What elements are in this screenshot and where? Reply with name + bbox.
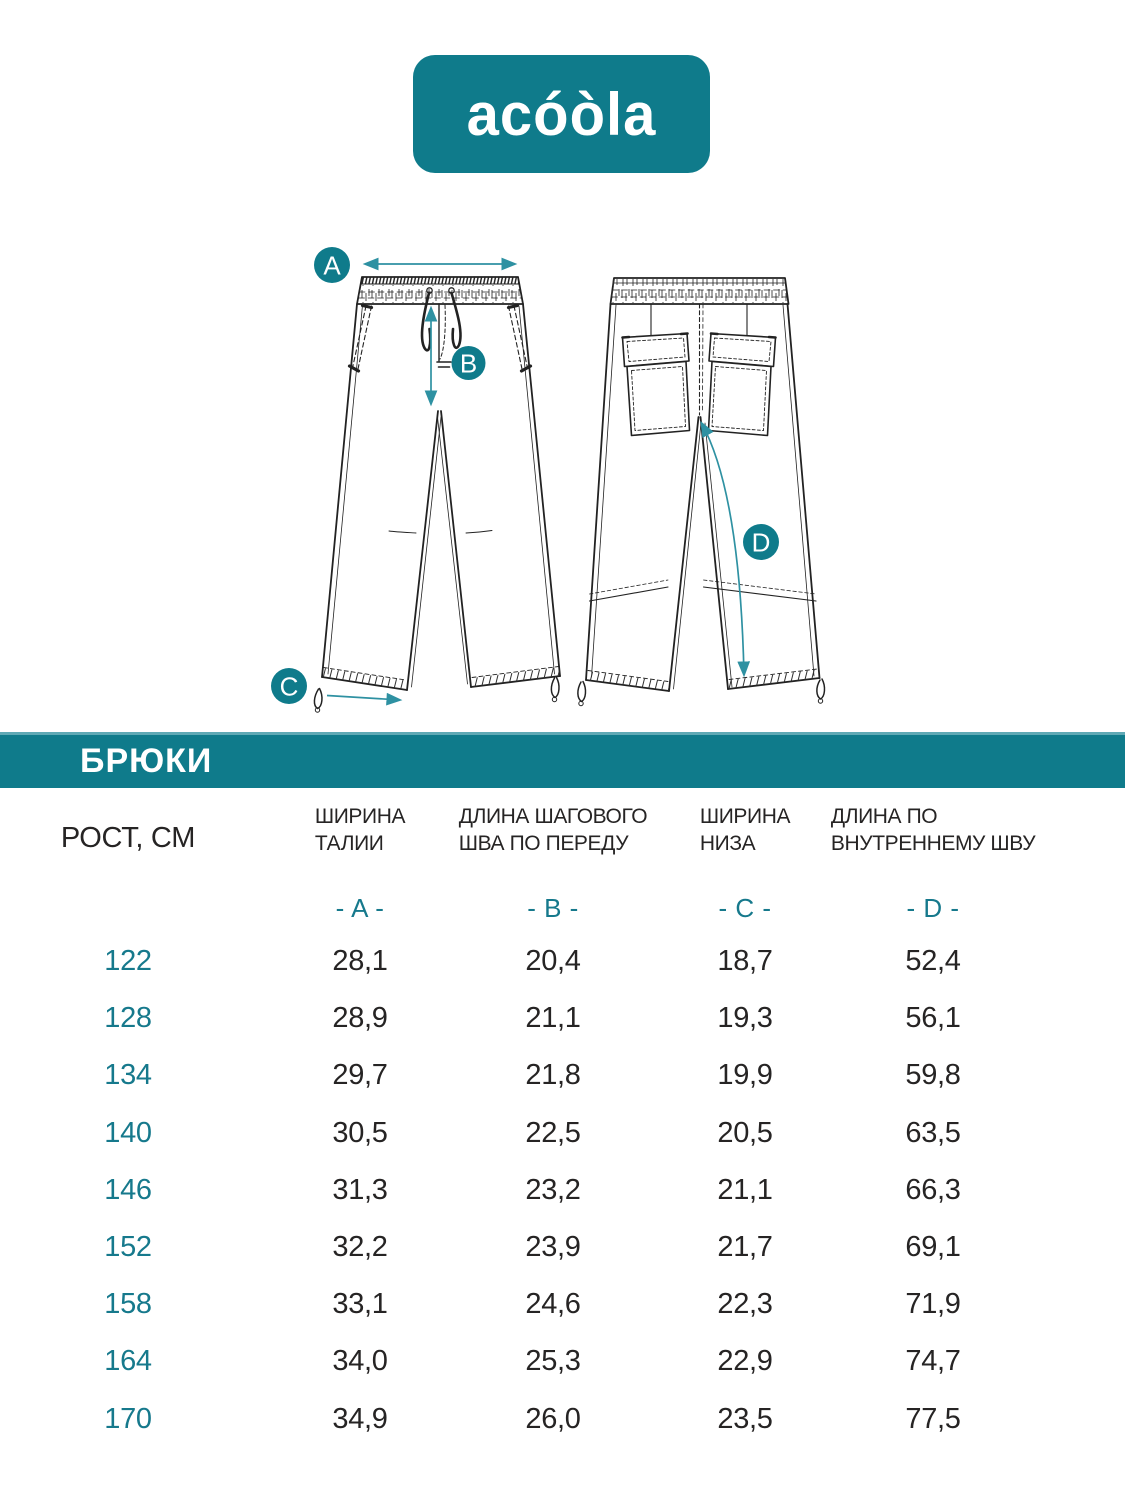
row-height-value: 146 [104, 1173, 152, 1206]
measurement-value: 26,0 [525, 1402, 581, 1435]
measurement-value: 18,7 [717, 945, 773, 978]
measurement-value: 66,3 [905, 1173, 961, 1206]
column-header-line: НИЗА [699, 832, 756, 855]
letter-a: - A - [335, 892, 385, 923]
measurement-value: 23,9 [525, 1231, 581, 1264]
measurement-value: 21,7 [717, 1231, 773, 1264]
row-height-value: 152 [104, 1231, 152, 1264]
pants-back-view [577, 277, 826, 707]
measurement-value: 21,1 [525, 1002, 581, 1035]
measurement-value: 23,2 [525, 1173, 581, 1206]
column-header-waist: ШИРИНА ТАЛИИ [256, 803, 464, 857]
measurement-value: 56,1 [905, 1002, 961, 1035]
label-d-badge: D [743, 524, 779, 560]
table-row: 122 28,1 20,4 18,7 52,4 [0, 933, 1125, 990]
measurement-value: 20,4 [525, 945, 581, 978]
measurement-annotations: A B C D [271, 247, 779, 706]
column-header-line: ШИРИНА [699, 805, 791, 828]
measurement-value: 20,5 [717, 1116, 773, 1149]
section-banner: БРЮКИ [0, 732, 1125, 788]
row-height-value: 134 [104, 1059, 152, 1092]
table-row: 134 29,7 21,8 19,9 59,8 [0, 1047, 1125, 1104]
label-a-badge: A [314, 247, 350, 283]
column-header-front-seam: ДЛИНА ШАГОВОГО ШВА ПО ПЕРЕДУ [459, 803, 648, 857]
measurement-value: 29,7 [332, 1059, 388, 1092]
column-header-line: ВНУТРЕННЕМУ ШВУ [830, 832, 1036, 855]
table-body: 122 28,1 20,4 18,7 52,4 128 28,9 21,1 19,3 56,1 13… [0, 933, 1125, 1448]
column-header-line: ДЛИНА ШАГОВОГО [458, 805, 648, 828]
letter-d: - D - [906, 892, 960, 923]
measurement-value: 77,5 [905, 1402, 961, 1435]
measurement-value: 21,8 [525, 1059, 581, 1092]
column-header-line: ШИРИНА [314, 805, 406, 828]
measurement-value: 69,1 [905, 1231, 961, 1264]
measurement-value: 24,6 [525, 1288, 581, 1321]
measurement-value: 59,8 [905, 1059, 961, 1092]
measurement-value: 22,3 [717, 1288, 773, 1321]
row-height-value: 140 [104, 1116, 152, 1149]
svg-text:D: D [752, 528, 771, 558]
row-height-value: 122 [104, 945, 152, 978]
measurement-value: 71,9 [905, 1288, 961, 1321]
row-height-value: 158 [104, 1288, 152, 1321]
table-row: 146 31,3 23,2 21,1 66,3 [0, 1162, 1125, 1219]
letter-b: - B - [527, 892, 579, 923]
column-header-line: ТАЛИИ [314, 832, 384, 855]
measurement-value: 31,3 [332, 1173, 388, 1206]
measurement-value: 22,9 [717, 1345, 773, 1378]
measurement-value: 22,5 [525, 1116, 581, 1149]
table-row: 128 28,9 21,1 19,3 56,1 [0, 990, 1125, 1047]
measurement-value: 34,0 [332, 1345, 388, 1378]
measurement-value: 33,1 [332, 1288, 388, 1321]
svg-text:B: B [460, 349, 477, 379]
measurement-value: 32,2 [332, 1231, 388, 1264]
measurement-value: 19,9 [717, 1059, 773, 1092]
table-header: РОСТ, СМ ШИРИНА ТАЛИИ ДЛИНА ШАГОВОГО ШВА… [0, 797, 1125, 857]
column-header-height: РОСТ, СМ [60, 822, 196, 854]
measurement-value: 28,9 [332, 1002, 388, 1035]
column-header-hem-width: ШИРИНА НИЗА [642, 803, 848, 857]
table-row: 158 33,1 24,6 22,3 71,9 [0, 1276, 1125, 1333]
column-header-inseam: ДЛИНА ПО ВНУТРЕННЕМУ ШВУ [831, 803, 1036, 857]
table-row: 164 34,0 25,3 22,9 74,7 [0, 1333, 1125, 1390]
pants-technical-drawing: A B C D [271, 247, 826, 713]
row-height-value: 128 [104, 1002, 152, 1035]
measurement-value: 34,9 [332, 1402, 388, 1435]
measurement-value: 30,5 [332, 1116, 388, 1149]
label-c-badge: C [271, 668, 307, 704]
measurement-value: 63,5 [905, 1116, 961, 1149]
pants-front-view [313, 276, 561, 713]
svg-text:C: C [280, 672, 299, 702]
section-title: БРЮКИ [80, 742, 213, 780]
label-badges: A B C D [271, 247, 779, 704]
label-b-badge: B [451, 346, 486, 380]
measurement-value: 28,1 [332, 945, 388, 978]
table-row: 152 32,2 23,9 21,7 69,1 [0, 1219, 1125, 1276]
brand-logo-text: acóòla [466, 80, 657, 148]
measurement-value: 25,3 [525, 1345, 581, 1378]
table-row: 170 34,9 26,0 23,5 77,5 [0, 1391, 1125, 1448]
table-row: 140 30,5 22,5 20,5 63,5 [0, 1105, 1125, 1162]
column-header-line: ШВА ПО ПЕРЕДУ [458, 832, 629, 855]
row-height-value: 164 [104, 1345, 152, 1378]
measurement-value: 74,7 [905, 1345, 961, 1378]
letter-c: - C - [718, 892, 772, 923]
column-header-line: ДЛИНА ПО [830, 805, 938, 828]
measure-arrow-d [700, 420, 751, 678]
row-height-value: 170 [104, 1402, 152, 1435]
measure-arrow-c [326, 692, 403, 706]
letter-row: - A - - B - - C - - D - [0, 891, 1125, 925]
measurement-value: 52,4 [905, 945, 961, 978]
svg-text:A: A [323, 251, 341, 281]
measurement-value: 23,5 [717, 1402, 773, 1435]
measurement-value: 19,3 [717, 1002, 773, 1035]
brand-logo: acóòla [413, 55, 710, 173]
measurement-value: 21,1 [717, 1173, 773, 1206]
